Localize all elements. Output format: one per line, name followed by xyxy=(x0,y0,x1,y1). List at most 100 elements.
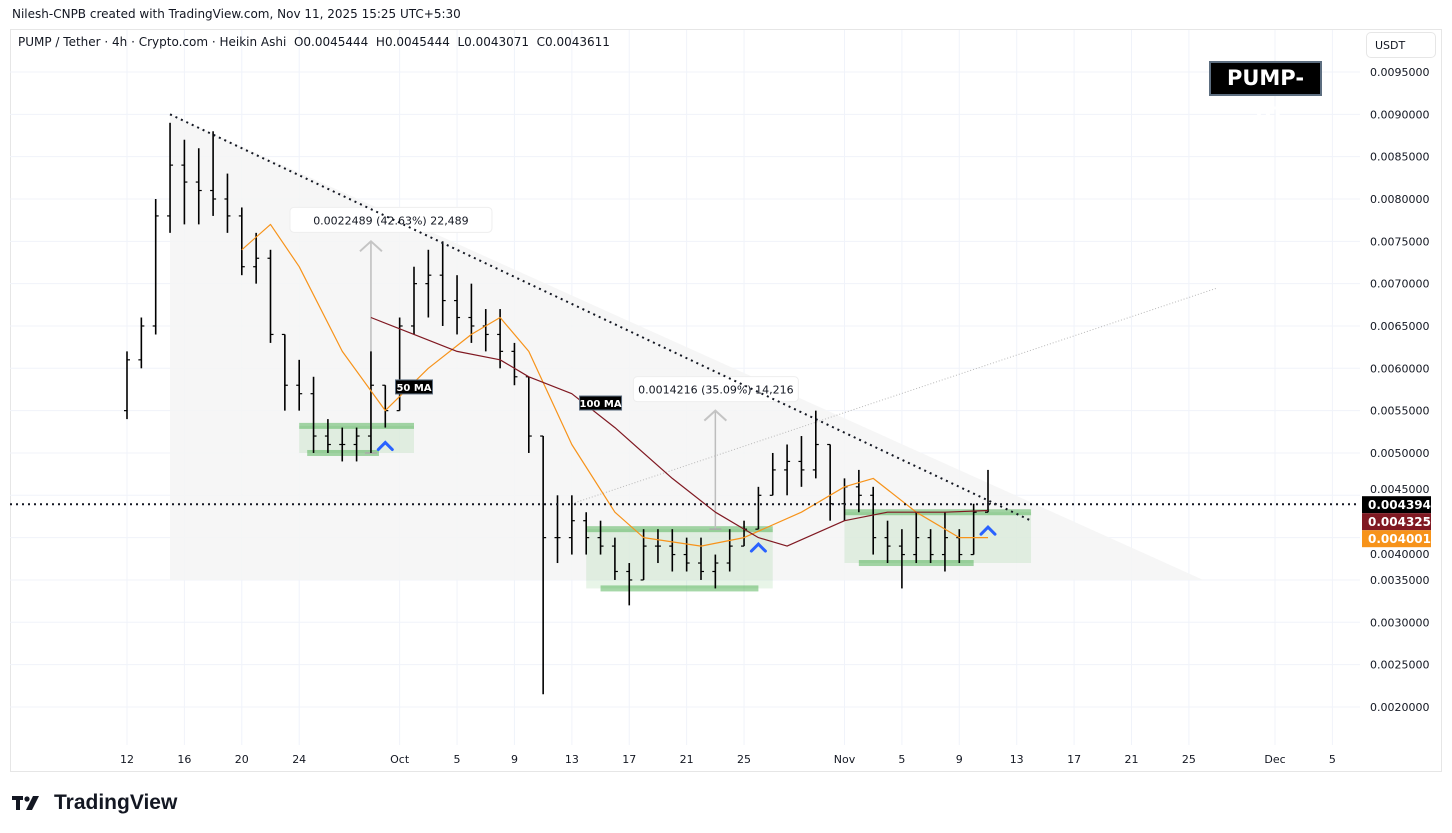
zone-top-bar xyxy=(586,526,773,533)
measure-label-box xyxy=(289,206,493,233)
candle-bar xyxy=(941,512,948,572)
ma100-line xyxy=(370,316,989,547)
candle-bar xyxy=(726,529,733,572)
ma-label-box xyxy=(579,395,623,411)
measure-label-box xyxy=(632,376,799,403)
chart-credit: Nilesh-CNPB created with TradingView.com… xyxy=(12,7,461,21)
candle-bar xyxy=(124,351,130,420)
price-tick-label: 0.0095000 xyxy=(1370,66,1430,79)
price-tick-label: 0.0060000 xyxy=(1370,362,1430,375)
candle-bar xyxy=(425,249,432,318)
candle-bar xyxy=(353,427,360,462)
chevron-up-icon xyxy=(749,541,767,553)
symbol-legend: PUMP / Tether · 4h · Crypto.com · Heikin… xyxy=(18,35,610,49)
time-tick-label: Dec xyxy=(1264,753,1285,766)
candle-bar xyxy=(411,266,417,335)
candle-bar xyxy=(913,512,920,564)
measure-arrow-head xyxy=(359,239,383,253)
time-tick-label: 21 xyxy=(680,753,694,766)
candle-bar xyxy=(210,131,217,216)
candle-bar xyxy=(152,198,159,335)
candle-bar xyxy=(339,427,346,462)
time-tick-label: 5 xyxy=(454,753,461,766)
candle-bar xyxy=(224,173,231,233)
ma-label: 50 MA xyxy=(396,383,431,394)
candle-bar xyxy=(367,351,374,453)
time-tick-label: 5 xyxy=(898,753,905,766)
triangle-pattern-fill xyxy=(170,114,1204,580)
ma50-line xyxy=(241,223,988,547)
price-tick-label: 0.0085000 xyxy=(1370,151,1430,164)
channel-line xyxy=(571,287,1218,505)
price-tick-label: 0.0065000 xyxy=(1370,320,1430,333)
time-tick-label: 5 xyxy=(1329,753,1336,766)
candle-bar xyxy=(870,486,877,555)
zone-bottom-bar xyxy=(307,449,379,456)
time-tick-label: 16 xyxy=(177,753,191,766)
tradingview-logo[interactable]: TradingView xyxy=(12,791,177,815)
candle-bar xyxy=(611,537,618,580)
candle-bar xyxy=(281,333,288,411)
price-tick-label: 0.0080000 xyxy=(1370,193,1430,206)
time-tick-label: 17 xyxy=(1067,753,1081,766)
time-tick-label: 17 xyxy=(622,753,636,766)
price-badge xyxy=(1362,496,1431,514)
candle-bar xyxy=(181,139,188,225)
time-tick-label: 24 xyxy=(292,753,306,766)
candle-bar xyxy=(712,554,719,589)
time-tick-label: 25 xyxy=(737,753,751,766)
candle-bar xyxy=(439,241,446,326)
candle-bar xyxy=(468,283,475,343)
price-tick-label: 0.0045000 xyxy=(1370,483,1430,496)
candle-bar xyxy=(554,495,561,564)
price-tick-label: 0.0025000 xyxy=(1370,659,1430,672)
price-tick-label: 0.0035000 xyxy=(1370,574,1430,587)
currency-selector[interactable]: USDT xyxy=(1366,32,1436,58)
candle-bar xyxy=(683,537,690,572)
time-tick-label: 9 xyxy=(511,753,518,766)
price-badge-label: 0.0043259 xyxy=(1368,515,1439,529)
measure-label: 0.0014216 (35.09%) 14,216 xyxy=(638,384,794,397)
candle-bar xyxy=(396,317,403,412)
price-tick-label: 0.0020000 xyxy=(1370,701,1430,714)
descending-trendline xyxy=(169,113,1032,522)
candle-bar xyxy=(798,436,805,487)
time-tick-label: Nov xyxy=(834,753,856,766)
time-tick-label: 9 xyxy=(956,753,963,766)
price-tick-label: 0.0090000 xyxy=(1370,108,1430,121)
candle-bar xyxy=(195,148,202,225)
time-tick-label: 12 xyxy=(120,753,134,766)
candle-bar xyxy=(970,503,977,556)
candle-bar xyxy=(267,249,274,343)
zone-bottom-bar xyxy=(600,585,759,592)
candle-bar xyxy=(568,495,575,555)
candle-bar xyxy=(238,207,245,276)
candle-bar xyxy=(784,444,791,496)
measure-arrow-head xyxy=(703,409,728,422)
measure-label: 0.0022489 (42.63%) 22,489 xyxy=(313,214,469,227)
zone-top-bar xyxy=(299,422,414,429)
time-tick-label: 25 xyxy=(1182,753,1196,766)
candle-bar xyxy=(927,529,934,564)
candle-bar xyxy=(138,317,145,369)
candle-bar xyxy=(654,529,661,564)
candle-bar xyxy=(324,419,331,453)
candle-bar xyxy=(296,359,303,411)
time-tick-label: Oct xyxy=(390,753,410,766)
candle-bar xyxy=(497,309,504,369)
candle-bar xyxy=(167,122,174,233)
candle-bar xyxy=(540,435,547,695)
price-tick-label: 0.0075000 xyxy=(1370,235,1430,248)
price-tick-label: 0.0040000 xyxy=(1370,548,1430,561)
candle-bar xyxy=(583,512,590,555)
support-zone xyxy=(586,529,773,589)
tradingview-logo-icon xyxy=(12,796,39,810)
price-tick-label: 0.0070000 xyxy=(1370,278,1430,291)
candle-bar xyxy=(898,529,905,589)
time-tick-label: 13 xyxy=(565,753,579,766)
ma-label: 100 MA xyxy=(580,399,622,410)
chart-frame xyxy=(10,29,1442,772)
ohlc-values: O0.0045444 H0.0045444 L0.0043071 C0.0043… xyxy=(293,35,610,49)
chevron-up-icon xyxy=(376,440,394,452)
